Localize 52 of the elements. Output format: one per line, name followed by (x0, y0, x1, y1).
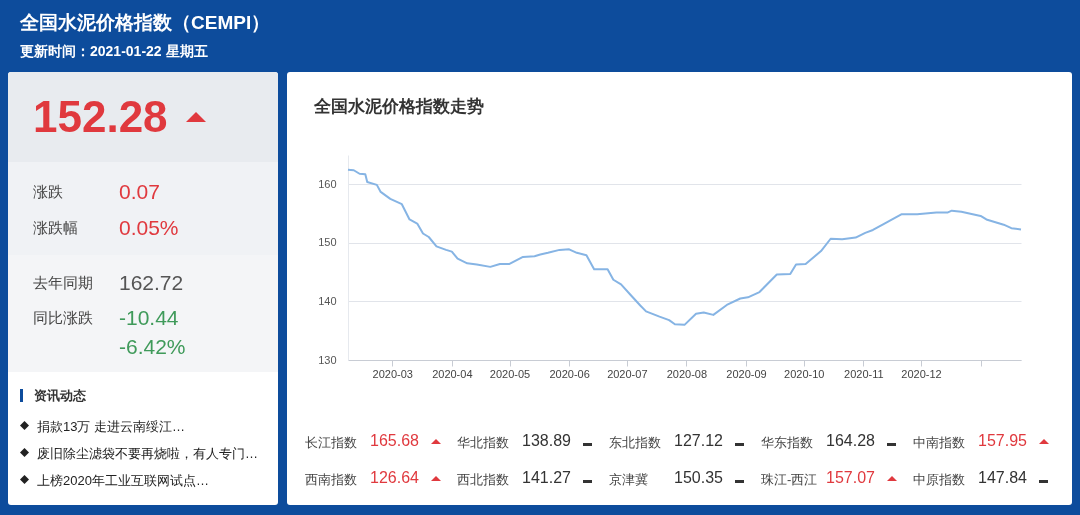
y-tick-label: 130 (318, 353, 337, 366)
text: 全国水泥价格指数（CEMPI） (20, 11, 271, 35)
y-tick-label: 160 (318, 177, 337, 190)
text: 上榜2020年工业互联网试点… (37, 472, 209, 490)
text: 华北指数 (457, 434, 509, 452)
text: 中南指数 (913, 434, 965, 452)
text: 164.28 (826, 432, 875, 450)
text: 147.84 (978, 469, 1027, 487)
text: 同比涨跌 (33, 309, 93, 328)
text: 162.72 (119, 271, 184, 295)
text: 废旧除尘滤袋不要再烧啦，有人专门… (37, 445, 258, 463)
x-tick-label: 2020-06 (549, 367, 590, 380)
x-tick-label: 2020-09 (726, 367, 767, 380)
text: 去年同期 (33, 274, 93, 293)
x-tick-label: 2020-04 (432, 367, 473, 380)
x-tick-label: 2020-11 (844, 367, 884, 380)
text: 长江指数 (305, 434, 357, 452)
line-series (347, 168, 1022, 326)
text: 捐款13万 走进云南绥江… (37, 418, 186, 436)
text: 更新时间：2021-01-22 星期五 (20, 43, 208, 61)
x-tick-label: 2020-10 (784, 367, 825, 380)
text: 涨跌 (33, 183, 63, 202)
text: 中原指数 (913, 471, 965, 489)
text: 138.89 (522, 432, 571, 450)
x-tick-label: 2020-07 (607, 367, 648, 380)
x-tick-label: 2020-03 (372, 367, 413, 380)
text: 157.95 (978, 432, 1027, 450)
x-tick-label: 2020-08 (666, 367, 708, 380)
text: 资讯动态 (34, 387, 86, 405)
x-tick-label: 2020-12 (901, 367, 942, 380)
text: 华东指数 (761, 434, 813, 452)
text: 126.64 (370, 469, 419, 487)
text: -6.42% (119, 335, 186, 359)
text: 东北指数 (609, 434, 661, 452)
text: 珠江-西江 (761, 471, 818, 489)
text: 0.07 (119, 180, 160, 204)
text: 西北指数 (457, 471, 509, 489)
text: -10.44 (119, 306, 179, 330)
text: 157.07 (826, 469, 875, 487)
text: 京津冀 (609, 471, 648, 489)
text: 152.28 (33, 92, 168, 142)
text: 西南指数 (305, 471, 357, 489)
y-tick-label: 150 (318, 236, 337, 249)
text: 127.12 (674, 432, 723, 450)
text: 150.35 (674, 469, 723, 487)
x-tick-label: 2020-05 (489, 367, 531, 380)
y-tick-label: 140 (318, 294, 337, 307)
text: 0.05% (119, 216, 179, 240)
text: 全国水泥价格指数走势 (314, 96, 484, 118)
text: 141.27 (522, 469, 571, 487)
text: 165.68 (370, 432, 419, 450)
text: 涨跌幅 (33, 219, 78, 238)
